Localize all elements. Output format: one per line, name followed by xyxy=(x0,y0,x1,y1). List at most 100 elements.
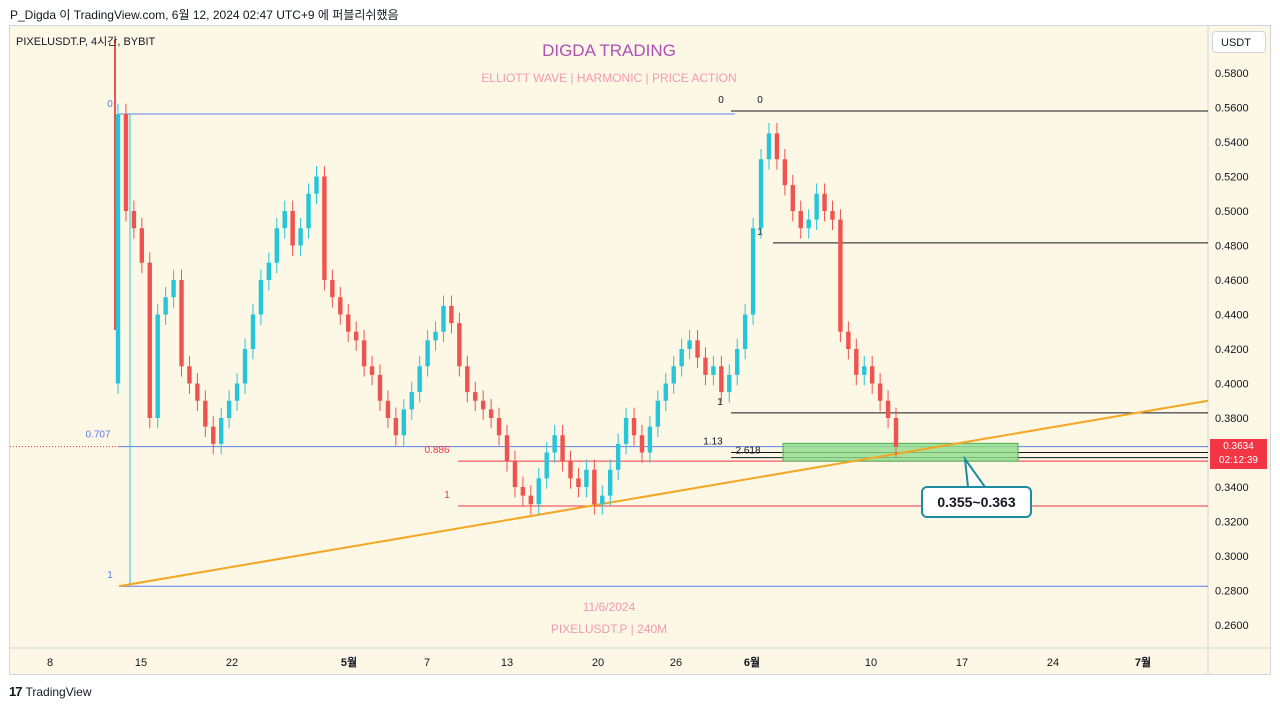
candle-body xyxy=(457,323,462,367)
candle-body xyxy=(361,340,367,367)
candle-body xyxy=(282,211,287,229)
candle-body xyxy=(798,211,803,229)
y-tick-label: 0.5400 xyxy=(1215,137,1249,149)
y-tick-label: 0.4200 xyxy=(1215,344,1249,356)
candle-body xyxy=(520,487,526,496)
y-tick-label: 0.5000 xyxy=(1215,206,1249,218)
candle-body xyxy=(615,443,621,470)
y-tick-label: 0.4000 xyxy=(1215,379,1249,391)
watermark-date: 11/6/2024 xyxy=(583,600,636,614)
level-label: 0 xyxy=(718,95,724,106)
candle-body xyxy=(226,400,232,418)
candle-body xyxy=(830,211,835,220)
candle-body xyxy=(639,435,645,453)
currency-unit-button[interactable]: USDT xyxy=(1212,31,1266,53)
candle-body xyxy=(695,340,700,358)
trendline xyxy=(118,399,1209,588)
candle-body xyxy=(631,418,637,436)
y-tick-label: 0.4400 xyxy=(1215,310,1249,322)
candle-body xyxy=(727,374,732,393)
x-tick-label: 17 xyxy=(956,657,968,669)
candle-body xyxy=(353,331,359,341)
candle-body xyxy=(838,219,843,332)
y-tick-label: 0.5600 xyxy=(1215,103,1249,115)
candle-body xyxy=(139,228,145,263)
chart-frame[interactable] xyxy=(9,25,1271,675)
candle-body xyxy=(449,305,454,324)
x-tick-label: 6월 xyxy=(744,655,760,669)
level-label: 0.886 xyxy=(424,445,449,456)
candle-body xyxy=(846,331,851,349)
candle-body xyxy=(790,185,795,211)
candle-body xyxy=(306,193,311,229)
candle-body xyxy=(544,452,549,479)
candle-body xyxy=(512,461,518,487)
candle-body xyxy=(504,435,510,462)
x-tick-label: 5월 xyxy=(341,655,357,669)
x-tick-label: 7 xyxy=(424,657,430,669)
bar-countdown: 02:12:39 xyxy=(1219,455,1258,466)
candle-body xyxy=(782,159,788,186)
candle-body xyxy=(488,409,494,418)
candle-body xyxy=(608,469,613,496)
candle-body xyxy=(584,469,589,487)
y-tick-label: 0.5200 xyxy=(1215,172,1249,184)
candle-body xyxy=(425,340,430,367)
candle-body xyxy=(822,193,827,211)
y-tick-label: 0.3400 xyxy=(1215,482,1249,494)
candle-body xyxy=(854,349,859,375)
candle-body xyxy=(369,366,375,375)
x-tick-label: 15 xyxy=(135,657,147,669)
candle-body xyxy=(869,366,875,384)
candle-body xyxy=(560,435,565,462)
candle-body xyxy=(433,331,438,341)
x-tick-label: 7월 xyxy=(1135,655,1151,669)
candle-body xyxy=(266,262,272,280)
candle-body xyxy=(862,366,867,375)
candle-body xyxy=(568,461,573,479)
y-tick-label: 0.3800 xyxy=(1215,413,1249,425)
candle-body xyxy=(480,400,486,410)
brand[interactable]: 17 TradingView xyxy=(9,684,92,699)
candle-body xyxy=(314,176,319,194)
y-tick-label: 0.4600 xyxy=(1215,275,1249,287)
candle-body xyxy=(385,400,391,418)
candle-body xyxy=(179,280,184,367)
brand-name: TradingView xyxy=(25,684,92,699)
candle-body xyxy=(893,418,899,447)
candle-body xyxy=(242,349,248,384)
candle-body xyxy=(219,418,224,444)
candle-body xyxy=(719,366,724,393)
y-tick-label: 0.3000 xyxy=(1215,551,1249,563)
tradingview-logo-icon: 17 xyxy=(9,684,23,699)
x-tick-label: 22 xyxy=(226,657,238,669)
candle-body xyxy=(298,228,303,246)
candle-body xyxy=(671,366,676,384)
candle-body xyxy=(877,383,883,401)
candle-body xyxy=(393,418,399,436)
x-tick-label: 20 xyxy=(592,657,604,669)
candle-body xyxy=(195,383,200,401)
x-tick-label: 8 xyxy=(47,657,53,669)
candle-body xyxy=(703,357,708,375)
candle-body xyxy=(171,280,176,298)
candle-body xyxy=(155,314,160,418)
callout-pointer xyxy=(963,455,987,488)
candle-body xyxy=(750,228,756,315)
candle-body xyxy=(123,114,129,211)
level-label: 1.13 xyxy=(703,437,723,448)
candle-body xyxy=(814,193,819,220)
level-label: 0.707 xyxy=(85,430,110,441)
candle-body xyxy=(346,314,351,332)
candle-body xyxy=(258,280,264,315)
watermark-title: DIGDA TRADING xyxy=(542,41,676,60)
candle-body xyxy=(322,176,327,280)
candle-body xyxy=(528,495,534,505)
publish-caption: P_Digda 이 TradingView.com, 6월 12, 2024 0… xyxy=(10,8,399,22)
symbol-label[interactable]: PIXELUSDT.P, 4시간, BYBIT xyxy=(16,36,156,48)
candle-body xyxy=(163,297,168,315)
candle-body xyxy=(766,133,772,160)
x-tick-label: 24 xyxy=(1047,657,1059,669)
y-tick-label: 0.4800 xyxy=(1215,241,1249,253)
